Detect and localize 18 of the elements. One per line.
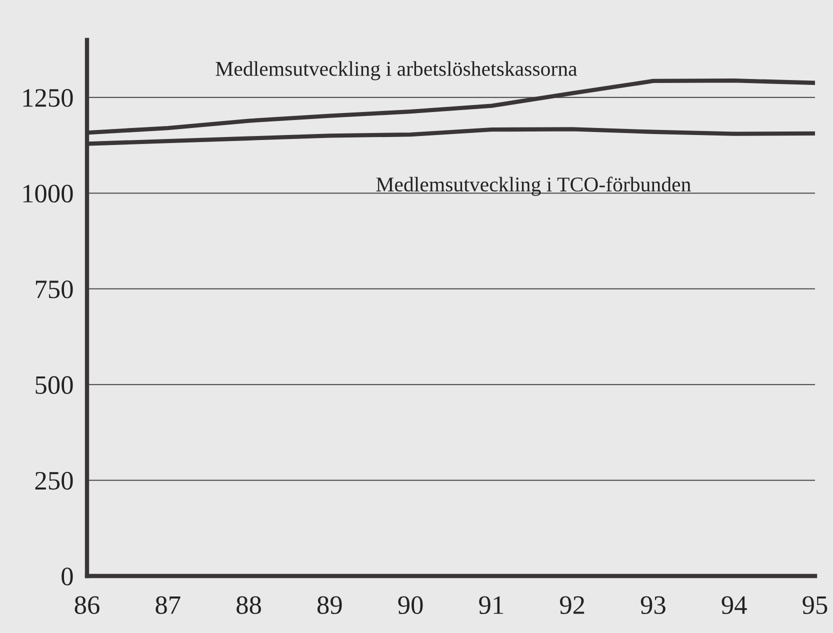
- series-label: Medlemsutveckling i TCO-förbunden: [376, 176, 691, 196]
- x-tick-label: 86: [74, 596, 100, 614]
- y-tick-label: 1000: [23, 184, 73, 203]
- y-tick-label: 0: [62, 568, 73, 586]
- y-tick-label: 250: [35, 472, 73, 490]
- x-tick-label: 92: [560, 596, 584, 614]
- x-tick-label: 95: [802, 596, 828, 614]
- y-tick-label: 1250: [23, 89, 73, 107]
- x-tick-label: 87: [156, 596, 180, 614]
- x-tick-label: 94: [722, 596, 747, 614]
- x-tick-label: 89: [317, 596, 342, 614]
- y-tick-label: 750: [36, 280, 73, 298]
- series-label: Medlemsutveckling i arbetslöshetskassorna: [216, 61, 578, 80]
- x-tick-label: 91: [479, 596, 504, 614]
- y-tick-label: 500: [36, 376, 73, 394]
- x-tick-label: 90: [398, 596, 423, 614]
- x-tick-label: 93: [640, 596, 666, 614]
- x-tick-label: 88: [236, 596, 261, 614]
